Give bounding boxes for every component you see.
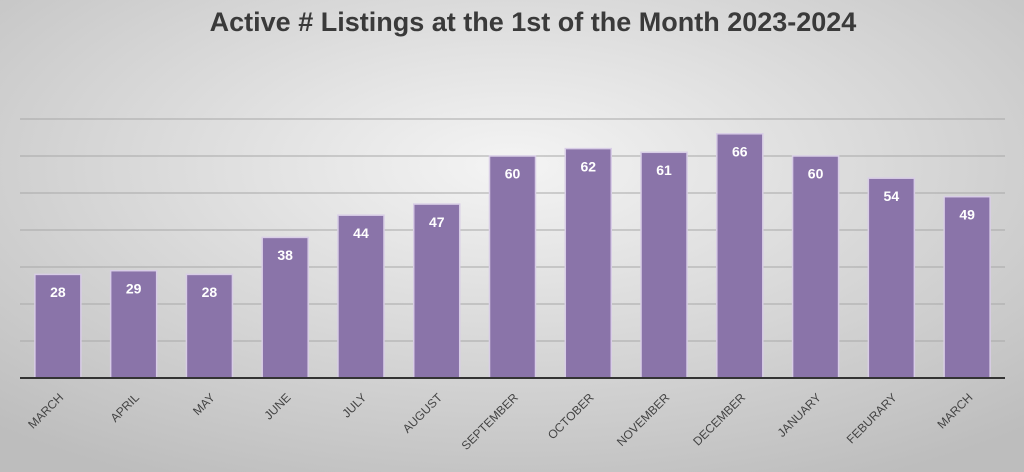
data-label: 47	[429, 214, 445, 230]
data-label: 29	[126, 280, 142, 296]
bar	[488, 155, 537, 379]
chart-title: Active # Listings at the 1st of the Mont…	[210, 7, 857, 37]
bar	[716, 133, 764, 379]
data-label: 28	[50, 284, 66, 300]
data-label: 28	[202, 284, 218, 300]
data-label: 61	[656, 162, 672, 178]
data-label: 62	[580, 158, 596, 174]
data-label: 38	[277, 247, 293, 263]
bar	[867, 177, 916, 379]
bar	[412, 203, 461, 379]
bar	[943, 195, 991, 379]
bar	[791, 155, 840, 379]
bar	[337, 214, 385, 379]
data-label: 54	[884, 188, 900, 204]
bar	[261, 236, 309, 379]
bar	[109, 269, 158, 379]
data-label: 60	[505, 166, 521, 182]
bar	[640, 151, 688, 379]
data-label: 60	[808, 166, 824, 182]
bar	[185, 273, 234, 379]
data-label: 49	[959, 206, 975, 222]
data-label: 66	[732, 144, 748, 160]
data-label: 44	[353, 225, 369, 241]
bar	[564, 147, 613, 379]
